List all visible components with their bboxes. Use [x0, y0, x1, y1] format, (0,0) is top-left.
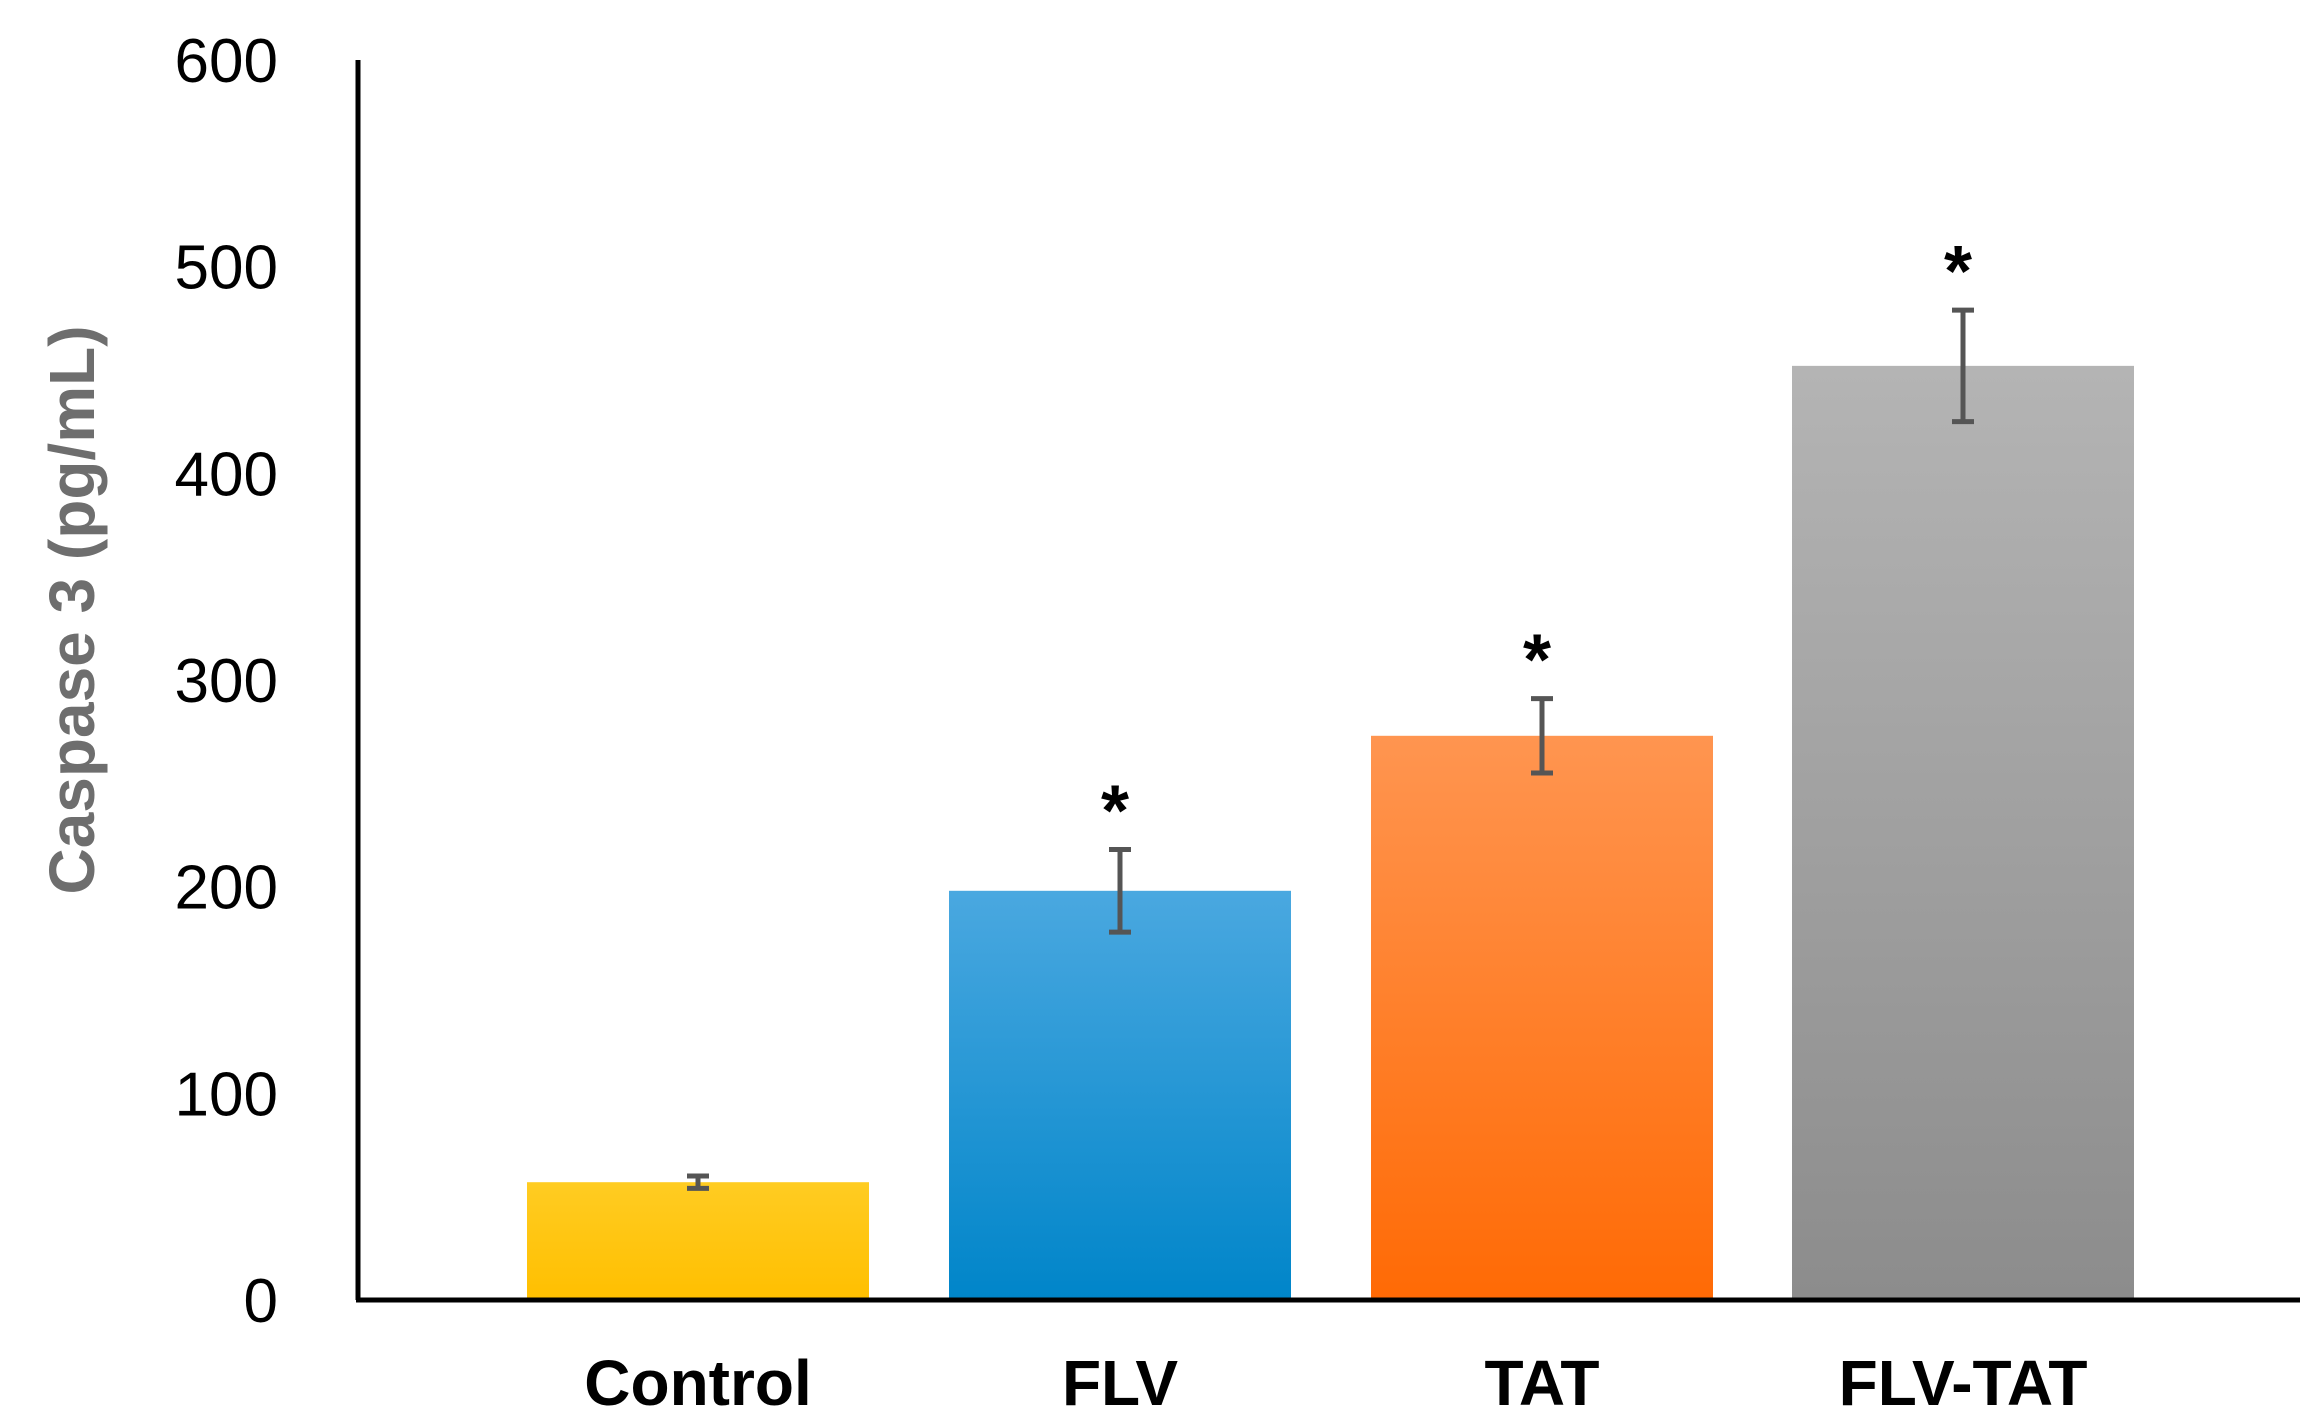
error-bar-flv: [1109, 846, 1131, 935]
error-bars-layer: [687, 307, 1974, 1191]
y-tick-label: 200: [175, 854, 278, 923]
x-tick-label: Control: [584, 1347, 812, 1419]
y-tick-label: 500: [175, 234, 278, 303]
x-category-labels: Control FLV TAT FLV-TAT: [584, 1347, 2087, 1419]
y-tick-labels: 0 100 200 300 400 500 600: [175, 27, 278, 1336]
significance-marker: *: [1101, 771, 1129, 851]
error-bar-flv-tat: [1952, 307, 1974, 425]
bar-flv-tat: [1792, 365, 2134, 1300]
axes-layer: [355, 60, 2300, 1303]
bar-tat: [1371, 735, 1713, 1300]
error-bar-control: [687, 1173, 709, 1191]
y-tick-label: 300: [175, 647, 278, 716]
significance-marker: *: [1944, 232, 1972, 312]
error-bar-tat: [1531, 696, 1553, 776]
significance-layer: * * *: [1101, 232, 1972, 851]
bar-flv: [949, 890, 1291, 1300]
x-tick-label: FLV: [1062, 1347, 1178, 1419]
y-tick-label: 0: [244, 1267, 278, 1336]
bar-control: [527, 1182, 869, 1300]
y-tick-label: 100: [175, 1060, 278, 1129]
y-tick-label: 600: [175, 27, 278, 96]
significance-marker: *: [1523, 621, 1551, 701]
x-tick-label: FLV-TAT: [1839, 1347, 2088, 1419]
y-axis-title: Caspase 3 (pg/mL): [36, 325, 108, 894]
x-tick-label: TAT: [1485, 1347, 1600, 1419]
bars-layer: [527, 365, 2134, 1300]
y-tick-label: 400: [175, 440, 278, 509]
